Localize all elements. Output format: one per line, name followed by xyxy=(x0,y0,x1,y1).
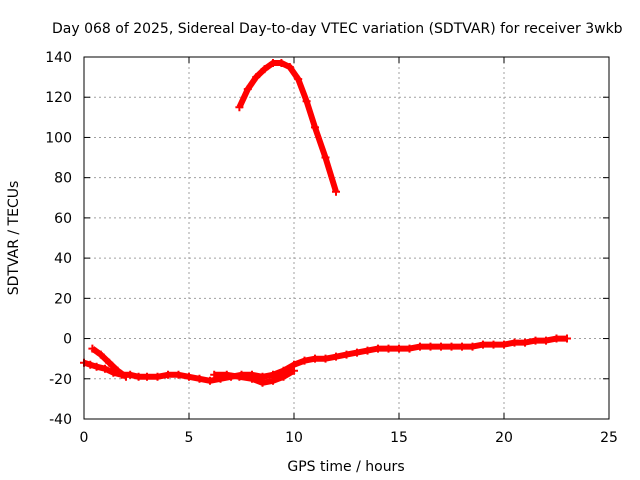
x-tick-label: 15 xyxy=(390,430,408,446)
data-point xyxy=(252,73,261,82)
data-point xyxy=(126,370,135,379)
data-point xyxy=(96,350,105,359)
data-point xyxy=(248,374,256,383)
x-tick-label: 0 xyxy=(80,430,89,446)
data-point xyxy=(122,372,130,381)
y-tick-label: 0 xyxy=(63,332,72,348)
plot-frame xyxy=(83,56,610,420)
data-point xyxy=(510,338,519,347)
data-point xyxy=(86,360,95,369)
data-point xyxy=(552,334,561,343)
data-point xyxy=(321,354,330,363)
tick-labels: 0 5 10 15 20 25 -40 -20 0 20 40 60 80 100 120 140 xyxy=(45,50,618,446)
data-point xyxy=(290,366,298,375)
data-point xyxy=(311,123,319,132)
data-point xyxy=(426,342,435,351)
data-point xyxy=(384,344,393,353)
data-point xyxy=(134,372,143,381)
data-point xyxy=(153,372,162,381)
series-layer xyxy=(80,59,571,387)
data-point xyxy=(113,366,122,375)
chart-title: Day 068 of 2025, Sidereal Day-to-day VTE… xyxy=(52,21,623,37)
data-point xyxy=(531,336,540,345)
y-axis-title: SDTVAR / TECUs xyxy=(6,181,22,296)
y-tick-label: 40 xyxy=(54,251,72,267)
data-point xyxy=(88,344,97,353)
axis-ticks xyxy=(83,56,610,420)
data-point xyxy=(500,340,508,349)
data-point xyxy=(258,378,267,387)
x-tick-label: 20 xyxy=(495,430,513,446)
data-point xyxy=(447,342,456,351)
y-tick-label: 140 xyxy=(45,50,72,66)
data-point xyxy=(174,370,183,379)
y-tick-label: 80 xyxy=(54,171,72,187)
data-point xyxy=(269,376,277,385)
data-point xyxy=(521,338,529,347)
data-point xyxy=(395,344,403,353)
data-point xyxy=(269,59,277,68)
data-point xyxy=(332,352,340,361)
data-point xyxy=(185,372,193,381)
data-point xyxy=(458,342,466,351)
data-point xyxy=(206,376,214,385)
data-point xyxy=(92,362,101,371)
data-point xyxy=(235,372,244,381)
y-tick-label: 20 xyxy=(54,291,72,307)
data-point xyxy=(468,342,477,351)
data-point xyxy=(542,336,550,345)
series-line-arc-4 xyxy=(236,60,339,193)
data-point xyxy=(277,59,286,68)
data-point xyxy=(321,153,330,162)
data-point xyxy=(143,372,151,381)
data-point xyxy=(342,350,351,359)
data-point xyxy=(300,356,309,365)
x-tick-label: 25 xyxy=(600,430,618,446)
data-point xyxy=(260,65,269,74)
data-point xyxy=(311,354,319,363)
data-point xyxy=(210,370,219,379)
data-point xyxy=(279,372,288,381)
y-tick-label: 60 xyxy=(54,211,72,227)
grid-lines xyxy=(84,57,609,419)
data-point xyxy=(195,374,204,383)
data-point xyxy=(374,344,382,353)
x-axis-title: GPS time / hours xyxy=(287,459,404,475)
y-tick-label: -20 xyxy=(49,372,72,388)
data-point xyxy=(479,340,487,349)
data-point xyxy=(363,346,372,355)
data-point xyxy=(235,103,244,112)
data-point xyxy=(405,344,414,353)
data-point xyxy=(353,348,361,357)
data-point xyxy=(243,85,252,94)
data-point xyxy=(332,187,340,196)
data-point xyxy=(105,358,114,367)
data-point xyxy=(222,370,231,379)
data-point xyxy=(285,63,294,72)
y-tick-label: 120 xyxy=(45,90,72,106)
data-point xyxy=(294,75,303,84)
data-point xyxy=(563,334,571,343)
data-point xyxy=(164,370,172,379)
data-point xyxy=(302,97,311,106)
y-tick-label: -40 xyxy=(49,412,72,428)
data-point xyxy=(101,364,109,373)
x-tick-label: 10 xyxy=(285,430,303,446)
data-point xyxy=(437,342,445,351)
y-tick-label: 100 xyxy=(45,130,72,146)
x-tick-label: 5 xyxy=(185,430,194,446)
data-point xyxy=(489,340,498,349)
data-point xyxy=(416,342,424,351)
